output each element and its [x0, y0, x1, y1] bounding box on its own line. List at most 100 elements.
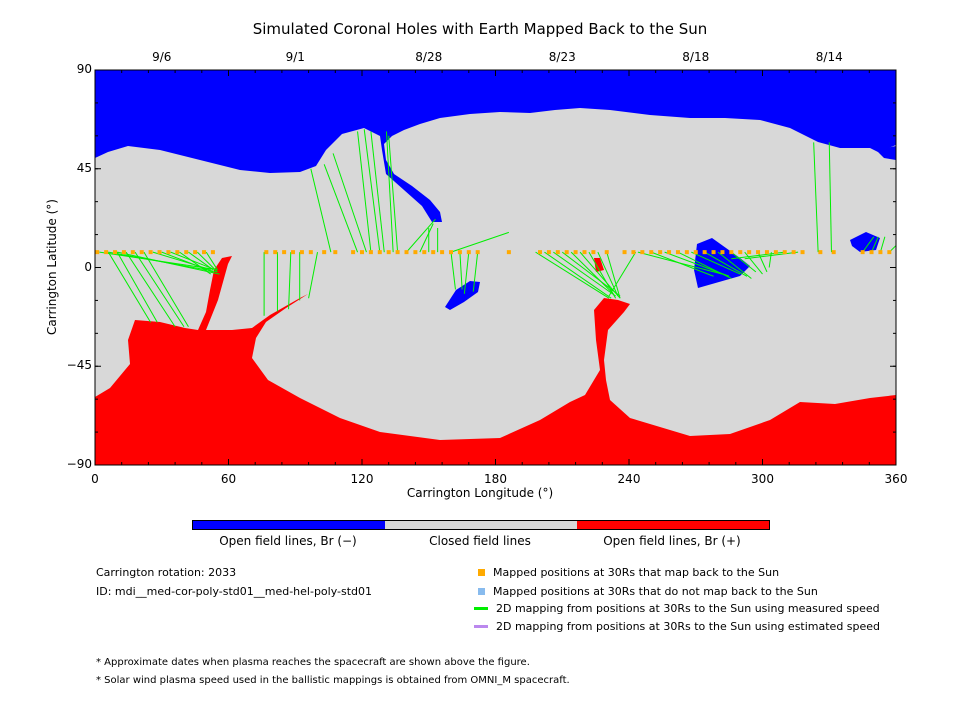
mapping-line [385, 131, 394, 253]
mapping-line [179, 251, 211, 275]
mapped-point [449, 250, 453, 255]
colorbar-label-positive: Open field lines, Br (+) [603, 534, 741, 548]
mapping-line [608, 251, 637, 297]
x-tick-label: 300 [751, 472, 774, 486]
mapped-point [773, 250, 778, 255]
mapped-point [386, 250, 391, 255]
mapped-point [564, 250, 569, 255]
mapped-point [831, 250, 836, 255]
mapped-point [573, 250, 578, 255]
mapped-point [282, 250, 287, 255]
legend-mapped: Mapped positions at 30Rs that map back t… [478, 566, 779, 579]
mapping-line [288, 252, 292, 310]
mapped-point [582, 250, 587, 255]
mapping-line [459, 252, 463, 290]
model-id: ID: mdi__med-cor-poly-std01__med-hel-pol… [96, 585, 373, 598]
mapped-point [368, 250, 373, 255]
x-tick-label: 60 [220, 472, 237, 486]
mapped-point [333, 250, 338, 255]
mapped-point [720, 250, 725, 255]
y-tick-label: −90 [66, 457, 92, 471]
mapping-line [862, 236, 875, 253]
mapping-line [606, 251, 621, 299]
x-tick-label: 240 [617, 472, 641, 486]
mapped-point [631, 250, 636, 255]
mapped-point [555, 250, 560, 255]
mapped-point [684, 250, 689, 255]
mapped-point [299, 250, 304, 255]
mapping-line [704, 251, 748, 277]
colorbar-closed [385, 521, 577, 529]
mapping-line [406, 218, 436, 253]
mapped-point [729, 250, 734, 255]
north-patch-hole [876, 146, 896, 160]
mapped-point [466, 250, 471, 255]
mapped-point [360, 250, 364, 255]
colorbar-positive [577, 521, 769, 529]
mapped-point [175, 250, 180, 255]
mapping-line [363, 129, 381, 253]
mapping-line [553, 251, 616, 297]
mapped-point [756, 250, 761, 255]
mapping-line [450, 252, 456, 290]
mapped-point [457, 250, 462, 255]
mapped-point [800, 250, 805, 255]
mapping-line [570, 251, 614, 295]
mapped-point [202, 250, 207, 255]
mapped-point [667, 250, 672, 255]
mapping-line [691, 251, 741, 275]
legend-unmapped: Mapped positions at 30Rs that do not map… [478, 585, 818, 598]
mapped-point [413, 250, 418, 255]
mapped-point [184, 250, 189, 255]
mapping-line [323, 164, 359, 253]
mapped-point [395, 250, 400, 255]
mapping-line [768, 252, 772, 268]
y-tick-label: −45 [66, 358, 92, 373]
mapped-point [104, 250, 109, 255]
mapped-point [404, 250, 409, 255]
mapped-point [860, 250, 865, 255]
note-speed: * Solar wind plasma speed used in the ba… [96, 675, 570, 686]
date-label: 8/18 [682, 50, 710, 64]
equatorial-hole-3 [850, 232, 880, 252]
mapping-line [308, 252, 318, 299]
mapped-point [658, 250, 663, 255]
colorbar-label-closed: Closed field lines [429, 534, 531, 548]
mapped-point [148, 250, 153, 255]
carrington-rotation: Carrington rotation: 2033 [96, 566, 237, 579]
mapped-point [506, 250, 511, 255]
mapping-line [677, 251, 732, 279]
mapped-point [675, 250, 680, 255]
estimated-line-icon [474, 625, 488, 628]
mapped-point [440, 250, 445, 255]
x-tick-label: 120 [350, 472, 374, 486]
mapped-point [422, 250, 427, 255]
mapping-line [161, 251, 214, 273]
date-label: 8/28 [415, 50, 443, 64]
mapped-point [546, 250, 551, 255]
mapping-line [310, 168, 332, 253]
mapping-line [544, 251, 612, 299]
legend-measured: 2D mapping from positions at 30Rs to the… [474, 602, 880, 615]
mapping-line [419, 223, 434, 253]
mapped-point [166, 250, 171, 255]
date-label: 9/6 [152, 50, 172, 64]
mapping-line [196, 251, 218, 273]
date-label: 8/23 [548, 50, 576, 64]
equatorial-hole-2 [694, 238, 750, 288]
note-dates: * Approximate dates when plasma reaches … [96, 657, 530, 668]
mapped-point [538, 250, 542, 255]
mapping-line [717, 251, 752, 279]
date-label: 9/1 [285, 50, 305, 64]
mapping-line [463, 252, 470, 294]
mapping-line [597, 251, 619, 297]
mapping-line [651, 251, 714, 277]
positive-tongue-1 [594, 258, 604, 272]
south-positive-hole [95, 256, 896, 465]
equatorial-hole-1 [445, 281, 480, 310]
mapping-line [744, 251, 799, 260]
mapped-point [210, 250, 215, 255]
mapping-line [370, 131, 385, 253]
mapped-point [377, 250, 382, 255]
